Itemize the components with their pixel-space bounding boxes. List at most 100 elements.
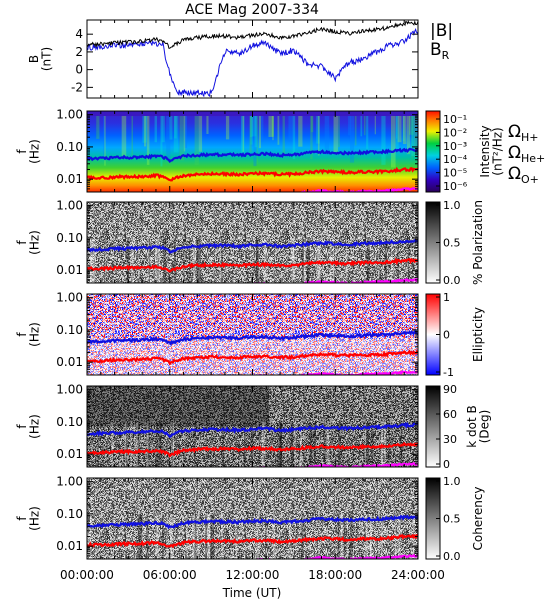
spectrogram-streak [324, 111, 330, 155]
kdotb-y-label: f(Hz) [15, 414, 42, 439]
x-tick-label: 00:00:00 [60, 568, 114, 582]
gyro-line-helium [87, 349, 418, 366]
spectrogram-streak [204, 514, 208, 559]
colorbar-tick-label: 1 [443, 291, 450, 304]
spectrogram-streak [144, 111, 148, 143]
colorbar-tick-label: 10⁻⁵ [443, 167, 467, 180]
spectrogram-streak [253, 111, 257, 167]
gyro-line-helium [87, 257, 418, 273]
y-tick-label: 1.00 [56, 199, 83, 213]
spectrogram-streak [142, 514, 144, 559]
y-tick-label: 0.01 [56, 172, 83, 186]
panel-coherency: 1.00 0.10 0.01 f(Hz) 1.0 0.5 0.0 Coherency [15, 475, 485, 563]
spectrogram-streak [131, 238, 134, 283]
spectrogram-streak [183, 238, 185, 283]
ellipticity-colorbar: 1 0 -1 Ellipticity [425, 291, 485, 379]
series-line-b-magnitude [87, 20, 418, 49]
intensity-y-label: f(Hz) [15, 139, 42, 164]
spectrogram-streak [345, 238, 348, 283]
spectrogram-streak [251, 422, 254, 467]
spectrogram-streak [146, 514, 149, 559]
spectrogram-streak [363, 111, 366, 136]
field-y-label: B(nT) [27, 47, 54, 71]
spectrogram-streak [225, 111, 230, 140]
spectrogram-streak [179, 111, 185, 161]
spectrogram-streak [256, 111, 258, 164]
spectrogram-streak [374, 111, 376, 135]
intensity-colorbar: 10⁻¹10⁻²10⁻³10⁻⁴10⁻⁵10⁻⁶ Intensity(nT²/Hz… [425, 110, 505, 193]
spectrogram-streak [337, 514, 340, 559]
gyro-line-hydrogen [87, 421, 418, 439]
spectrogram-streak [242, 111, 244, 152]
spectrogram-streak [194, 111, 199, 166]
spectrogram-streak [130, 422, 132, 467]
spectrogram-streak [279, 422, 282, 467]
y-tick-label: 0.10 [56, 507, 83, 521]
gyro-line-helium [87, 166, 418, 182]
spectrogram-streak [277, 111, 280, 145]
spectrogram-streak [294, 422, 296, 467]
intensity-colorbar-label: Intensity(nT²/Hz) [478, 125, 505, 177]
spectrogram-streak [265, 514, 267, 559]
spectrogram-streak [104, 111, 106, 166]
gyro-legend-0: ΩH+ [508, 122, 539, 144]
x-tick-label: 18:00:00 [308, 568, 362, 582]
spectrogram-streak [293, 238, 295, 283]
spectrogram-streak [251, 111, 257, 137]
spectrogram-streak [250, 111, 253, 145]
colorbar-tick-label: 0.0 [443, 274, 461, 287]
spectrogram-streak [254, 111, 258, 148]
colorbar-tick-label: 10⁻² [443, 126, 467, 139]
spectrogram-streak [208, 514, 211, 559]
spectrogram-streak [194, 514, 197, 559]
spectrogram-streak [364, 422, 367, 467]
spectrogram-streak [155, 514, 159, 559]
spectrogram-streak [97, 422, 99, 467]
x-tick-label: 06:00:00 [143, 568, 197, 582]
spectrogram-streak [198, 238, 201, 283]
gyro-line-hydrogen [87, 147, 418, 164]
spectrogram-streak [411, 111, 415, 156]
panel-kdotb: 1.00 0.10 0.01 f(Hz) 90 60 30 0 k dot B(Deg) [15, 383, 492, 471]
spectrogram-streak [413, 111, 417, 157]
spectrogram-streak [309, 422, 313, 467]
gyro-line-hydrogen [87, 514, 418, 530]
gyro-legend-2: ΩO+ [508, 164, 539, 186]
spectrogram-streak [147, 422, 150, 467]
spectrogram-streak [384, 422, 386, 467]
spectrogram-streak [207, 514, 210, 559]
spectrogram-streak [173, 111, 179, 153]
spectrogram-streak [349, 514, 353, 559]
spectrogram-streak [317, 111, 320, 156]
spectrogram-streak [288, 111, 294, 142]
spectrogram-streak [288, 514, 291, 559]
x-tick-label: 12:00:00 [226, 568, 280, 582]
spectrogram-streak [206, 111, 209, 134]
series-line-br [87, 27, 418, 98]
spectrogram-streak [381, 111, 386, 165]
spectrogram-streak [192, 514, 195, 559]
spectrogram-streak [210, 514, 212, 559]
spectrogram-streak [124, 422, 128, 467]
y-tick-label: 1.00 [56, 475, 83, 489]
spectrogram-streak [195, 514, 197, 559]
y-tick-label: 0.10 [56, 231, 83, 245]
spectrogram-streak [139, 514, 143, 559]
legend-b-magnitude: |B| [430, 21, 453, 41]
spectrogram-streak [134, 422, 136, 467]
panel-field: 4 2 0 -2 B(nT) |B|BR [27, 19, 453, 99]
spectrogram-streak [263, 238, 267, 283]
gyro-line-helium [87, 533, 418, 549]
spectrogram-streak [183, 111, 186, 152]
spectrogram-streak [272, 514, 275, 559]
x-tick-label: 24:00:00 [391, 568, 445, 582]
spectrogram-streak [121, 111, 127, 156]
spectrogram-streak [300, 422, 302, 467]
spectrogram-streak [186, 514, 188, 559]
polarization-colorbar-label: % Polarization [471, 200, 485, 285]
spectrogram-streak [169, 514, 173, 559]
legend-br: BR [430, 40, 450, 62]
spectrogram-streak [89, 238, 93, 283]
spectrogram-streak [88, 514, 92, 559]
spectrogram-streak [268, 111, 274, 137]
